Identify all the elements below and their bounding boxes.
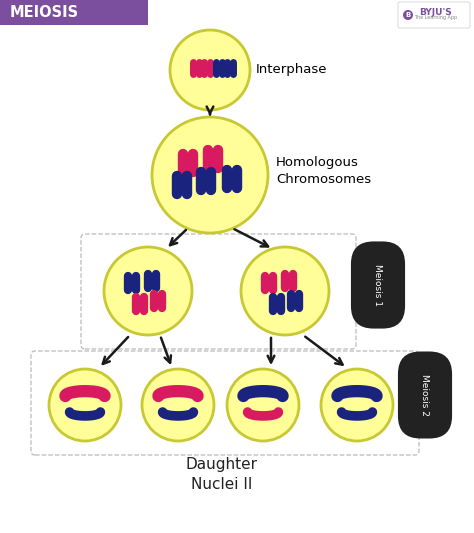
Circle shape: [104, 247, 192, 335]
Text: Daughter
Nuclei II: Daughter Nuclei II: [186, 457, 258, 492]
Text: Homologous
Chromosomes: Homologous Chromosomes: [276, 156, 371, 186]
Circle shape: [152, 117, 268, 233]
Text: Meiosis 2: Meiosis 2: [420, 374, 429, 416]
Circle shape: [227, 369, 299, 441]
Text: B: B: [405, 12, 410, 18]
Text: Meiosis 1: Meiosis 1: [374, 264, 383, 306]
FancyBboxPatch shape: [0, 0, 148, 25]
Circle shape: [321, 369, 393, 441]
Text: BYJU'S: BYJU'S: [419, 8, 452, 17]
Circle shape: [241, 247, 329, 335]
Text: MEIOSIS: MEIOSIS: [10, 5, 79, 20]
Text: Interphase: Interphase: [256, 63, 328, 77]
FancyBboxPatch shape: [398, 2, 470, 28]
Text: The Learning App: The Learning App: [414, 15, 457, 20]
Circle shape: [142, 369, 214, 441]
Circle shape: [49, 369, 121, 441]
Circle shape: [170, 30, 250, 110]
Circle shape: [403, 10, 413, 20]
